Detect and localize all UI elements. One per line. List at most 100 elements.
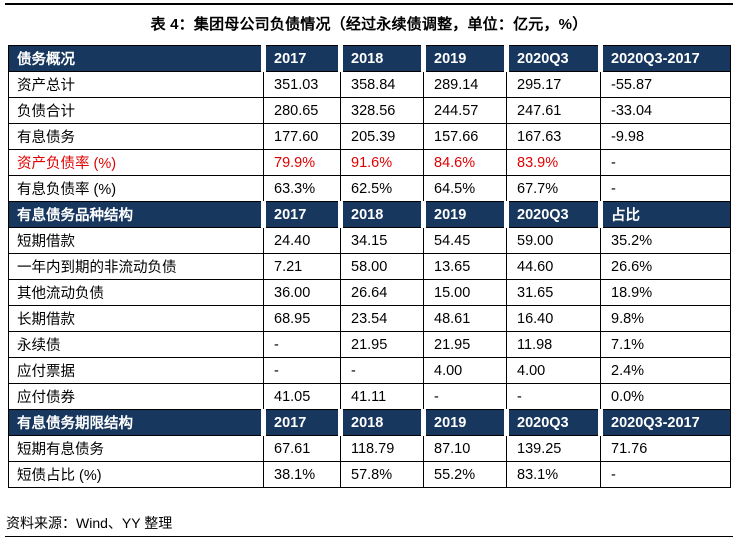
value-cell: -	[263, 331, 341, 358]
value-cell: 16.40	[506, 305, 601, 332]
value-cell: 157.66	[423, 123, 507, 150]
value-cell: 358.84	[340, 71, 424, 98]
column-header-cell: 占比	[600, 201, 731, 228]
value-cell: 23.54	[340, 305, 424, 332]
value-cell: 15.00	[423, 279, 507, 306]
row-label-cell: 有息负债率 (%)	[8, 175, 264, 202]
value-cell: 18.9%	[600, 279, 731, 306]
value-cell: 83.1%	[506, 461, 601, 488]
value-cell: 48.61	[423, 305, 507, 332]
column-header-cell: 2020Q3	[506, 45, 603, 72]
value-cell: 31.65	[506, 279, 601, 306]
value-cell: 295.17	[506, 71, 601, 98]
column-header-cell: 2019	[423, 45, 509, 72]
value-cell: -9.98	[600, 123, 731, 150]
table-row: 短债占比 (%) 38.1% 57.8% 55.2% 83.1% -	[8, 461, 731, 488]
table-row: 有息负债率 (%) 63.3% 62.5% 64.5% 67.7% -	[8, 175, 731, 202]
table-row: 短期有息债务 67.61 118.79 87.10 139.25 71.76	[8, 435, 731, 462]
value-cell: 24.40	[263, 227, 341, 254]
row-label-cell: 短债占比 (%)	[8, 461, 264, 488]
table-row: 资产负债率 (%) 79.9% 91.6% 84.6% 83.9% -	[8, 149, 731, 176]
value-cell: -	[506, 383, 601, 410]
top-rule	[5, 3, 733, 5]
value-cell: 0.0%	[600, 383, 731, 410]
value-cell: -	[423, 383, 507, 410]
table-row: 长期借款 68.95 23.54 48.61 16.40 9.8%	[8, 305, 731, 332]
table-row: 永续债 -21.95 21.95 11.98 7.1%	[8, 331, 731, 358]
value-cell: 44.60	[506, 253, 601, 280]
table-title: 表 4：集团母公司负债情况（经过永续债调整，单位：亿元，%）	[150, 16, 588, 33]
source-note: 资料来源：Wind、YY 整理	[6, 515, 173, 531]
value-cell: 63.3%	[263, 175, 341, 202]
row-label-cell: 一年内到期的非流动负债	[8, 253, 264, 280]
value-cell: -33.04	[600, 97, 731, 124]
section-title-cell: 债务概况	[8, 45, 266, 72]
value-cell: 289.14	[423, 71, 507, 98]
value-cell: 244.57	[423, 97, 507, 124]
value-cell: 54.45	[423, 227, 507, 254]
value-cell: 83.9%	[506, 149, 601, 176]
value-cell: 7.1%	[600, 331, 731, 358]
value-cell: 68.95	[263, 305, 341, 332]
value-cell: 55.2%	[423, 461, 507, 488]
value-cell: 67.7%	[506, 175, 601, 202]
value-cell: 79.9%	[263, 149, 341, 176]
value-cell: 280.65	[263, 97, 341, 124]
value-cell: -	[600, 175, 731, 202]
value-cell: 87.10	[423, 435, 507, 462]
value-cell: 139.25	[506, 435, 601, 462]
debt-table: 债务概况 2017 2018 2019 2020Q3 2020Q3-2017 资产总计 351…	[8, 45, 731, 488]
row-label-cell: 长期借款	[8, 305, 264, 332]
value-cell: -	[340, 357, 424, 384]
value-cell: 64.5%	[423, 175, 507, 202]
value-cell: 35.2%	[600, 227, 731, 254]
section-header-row: 债务概况 2017 2018 2019 2020Q3 2020Q3-2017	[8, 45, 731, 72]
row-label-cell: 短期有息债务	[8, 435, 264, 462]
value-cell: 41.05	[263, 383, 341, 410]
row-label-cell: 短期借款	[8, 227, 264, 254]
bottom-rule	[5, 536, 733, 537]
column-header-cell: 2017	[263, 201, 343, 228]
column-header-cell: 2017	[263, 409, 343, 436]
value-cell: 71.76	[600, 435, 731, 462]
value-cell: 26.64	[340, 279, 424, 306]
table-row: 应付债券 41.05 41.11- -0.0%	[8, 383, 731, 410]
value-cell: -	[600, 461, 731, 488]
value-cell: 7.21	[263, 253, 341, 280]
section-header-row: 有息债务品种结构 2017 2018 2019 2020Q3 占比	[8, 201, 731, 228]
row-label-cell: 有息债务	[8, 123, 264, 150]
table-row: 应付票据 - -4.00 4.00 2.4%	[8, 357, 731, 384]
section-header-row: 有息债务期限结构 2017 2018 2019 2020Q3 2020Q3-2017	[8, 409, 731, 436]
value-cell: 9.8%	[600, 305, 731, 332]
value-cell: 21.95	[340, 331, 424, 358]
table-row: 其他流动负债 36.00 26.64 15.00 31.65 18.9%	[8, 279, 731, 306]
column-header-cell: 2018	[340, 201, 426, 228]
table-row: 短期借款 24.40 34.15 54.45 59.00 35.2%	[8, 227, 731, 254]
table-row: 资产总计 351.03 358.84 289.14 295.17 -55.87	[8, 71, 731, 98]
value-cell: 84.6%	[423, 149, 507, 176]
row-label-cell: 其他流动负债	[8, 279, 264, 306]
row-label-cell: 资产负债率 (%)	[8, 149, 264, 176]
column-header-cell: 2020Q3-2017	[600, 45, 731, 72]
column-header-cell: 2018	[340, 409, 426, 436]
section-title-cell: 有息债务品种结构	[8, 201, 266, 228]
row-label-cell: 永续债	[8, 331, 264, 358]
value-cell: 328.56	[340, 97, 424, 124]
table-row: 有息债务 177.60 205.39 157.66 167.63 -9.98	[8, 123, 731, 150]
value-cell: 118.79	[340, 435, 424, 462]
value-cell: -	[263, 357, 341, 384]
column-header-cell: 2018	[340, 45, 426, 72]
value-cell: -	[600, 149, 731, 176]
row-label-cell: 应付债券	[8, 383, 264, 410]
value-cell: 57.8%	[340, 461, 424, 488]
column-header-cell: 2017	[263, 45, 343, 72]
value-cell: 59.00	[506, 227, 601, 254]
value-cell: 26.6%	[600, 253, 731, 280]
value-cell: 34.15	[340, 227, 424, 254]
value-cell: 13.65	[423, 253, 507, 280]
debt-table-body: 债务概况 2017 2018 2019 2020Q3 2020Q3-2017 资产总计 351…	[8, 45, 731, 488]
value-cell: 4.00	[423, 357, 507, 384]
value-cell: 2.4%	[600, 357, 731, 384]
column-header-cell: 2019	[423, 409, 509, 436]
value-cell: 67.61	[263, 435, 341, 462]
